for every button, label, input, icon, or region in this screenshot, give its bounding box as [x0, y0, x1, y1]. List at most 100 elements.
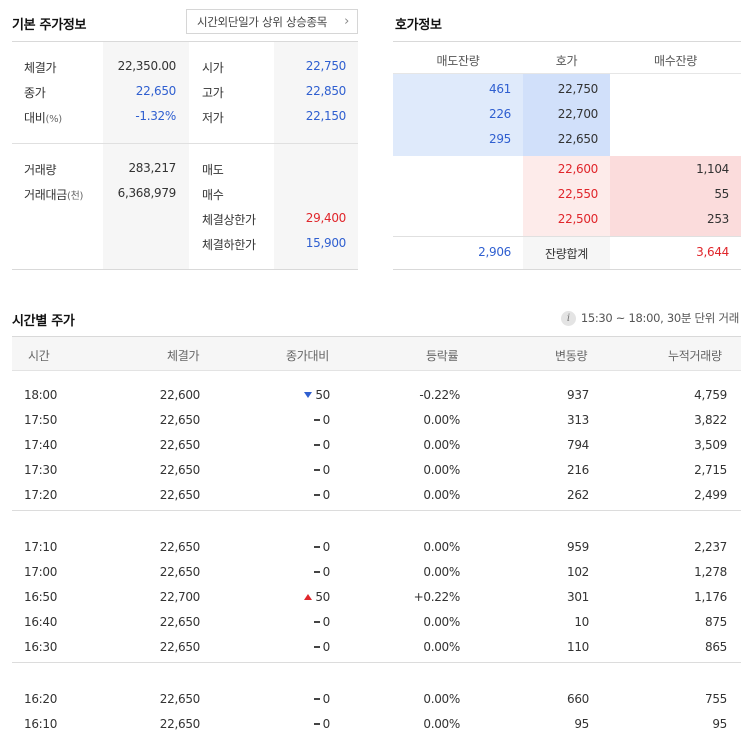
- value-lower-limit: 15,900: [305, 236, 347, 250]
- cell-price: 22,650: [159, 463, 201, 477]
- group-divider: [12, 662, 741, 663]
- cell-price: 22,700: [159, 590, 201, 604]
- time-price-title: 시간별 주가: [12, 314, 75, 329]
- cell-price: 22,650: [159, 540, 201, 554]
- ask-price-background: [523, 74, 610, 156]
- value-close: 22,650: [135, 84, 177, 98]
- header-volume: 변동량: [555, 349, 588, 363]
- triangle-up-icon: [304, 594, 313, 600]
- header-price: 체결가: [167, 349, 200, 363]
- header-bid-qty: 매수잔량: [654, 54, 697, 68]
- cell-rate: 0.00%: [423, 463, 460, 477]
- cell-rate: +0.22%: [413, 590, 461, 604]
- table-row: 17:10 22,650 0 0.00% 959 2,237: [12, 535, 741, 560]
- cell-change: 0: [313, 692, 330, 706]
- cell-price: 22,650: [159, 640, 201, 654]
- cell-change: 0: [313, 565, 330, 579]
- after-hours-top-gainers-link[interactable]: 시간외단일가 상위 상승종목 ›: [186, 9, 358, 34]
- cell-volume: 794: [566, 438, 589, 452]
- order-book-title: 호가정보: [395, 18, 442, 33]
- divider: [393, 269, 741, 270]
- cell-volume: 110: [566, 640, 589, 654]
- cell-cumulative-volume: 4,759: [694, 388, 727, 402]
- dash-icon: [313, 444, 320, 446]
- cell-change: 0: [313, 540, 330, 554]
- sum-label-background: [523, 237, 610, 269]
- dash-icon: [313, 621, 320, 623]
- table-row: 16:20 22,650 0 0.00% 660 755: [12, 687, 741, 712]
- cell-change: 0: [313, 463, 330, 477]
- basic-price-table: 체결가 22,350.00 종가 22,650 대비(%) -1.32% 거래량…: [12, 41, 358, 270]
- time-price-header: 시간 체결가 종가대비 등락률 변동량 누적거래량: [12, 336, 741, 371]
- header-price: 호가: [555, 54, 578, 68]
- label-price: 체결가: [24, 61, 57, 75]
- cell-price: 22,650: [159, 565, 201, 579]
- info-icon[interactable]: i: [560, 310, 576, 326]
- header-ask-qty: 매도잔량: [436, 54, 480, 68]
- cell-volume: 959: [566, 540, 589, 554]
- cell-rate: 0.00%: [423, 438, 460, 452]
- table-row: 17:20 22,650 0 0.00% 262 2,499: [12, 483, 741, 508]
- table-row: 16:30 22,650 0 0.00% 110 865: [12, 635, 741, 660]
- ask-qty: 226: [488, 107, 511, 121]
- cell-time: 16:30: [24, 640, 58, 654]
- cell-change: 50: [304, 388, 330, 402]
- header-rate: 등락률: [426, 349, 459, 363]
- bid-qty: 55: [714, 187, 729, 201]
- cell-cumulative-volume: 2,237: [694, 540, 727, 554]
- grey-column-right: [274, 42, 358, 269]
- table-row: 17:50 22,650 0 0.00% 313 3,822: [12, 408, 741, 433]
- label-ask: 매도: [202, 163, 224, 177]
- order-book-header: 매도잔량 호가 매수잔량: [393, 41, 741, 74]
- cell-price: 22,650: [159, 488, 201, 502]
- cell-rate: 0.00%: [423, 615, 460, 629]
- cell-cumulative-volume: 755: [704, 692, 727, 706]
- cell-rate: 0.00%: [423, 488, 460, 502]
- cell-rate: 0.00%: [423, 692, 460, 706]
- sum-label: 잔량합계: [545, 247, 588, 261]
- divider: [393, 236, 741, 237]
- table-row: 17:30 22,650 0 0.00% 216 2,715: [12, 458, 741, 483]
- header-cumulative-volume: 누적거래량: [668, 349, 722, 363]
- triangle-down-icon: [304, 392, 313, 398]
- chevron-right-icon: ›: [344, 14, 349, 29]
- cell-volume: 102: [566, 565, 589, 579]
- basic-price-info-title: 기본 주가정보: [12, 18, 87, 33]
- cell-time: 17:20: [24, 488, 58, 502]
- bid-price: 22,500: [557, 212, 599, 226]
- dash-icon: [313, 419, 320, 421]
- value-upper-limit: 29,400: [305, 211, 347, 225]
- cell-time: 17:30: [24, 463, 58, 477]
- value-trade-value: 6,368,979: [117, 186, 177, 200]
- cell-change: 0: [313, 717, 330, 731]
- bid-price: 22,600: [557, 162, 599, 176]
- label-volume: 거래량: [24, 163, 57, 177]
- cell-time: 17:00: [24, 565, 58, 579]
- bid-qty: 1,104: [696, 162, 729, 176]
- value-high: 22,850: [305, 84, 347, 98]
- cell-time: 17:40: [24, 438, 58, 452]
- cell-rate: 0.00%: [423, 565, 460, 579]
- value-change: -1.32%: [135, 109, 176, 123]
- table-row: 17:40 22,650 0 0.00% 794 3,509: [12, 433, 741, 458]
- cell-cumulative-volume: 1,176: [694, 590, 727, 604]
- bid-price-background: [523, 156, 610, 236]
- ask-qty: 295: [488, 132, 511, 146]
- table-row: 17:00 22,650 0 0.00% 102 1,278: [12, 560, 741, 585]
- ask-price: 22,750: [557, 82, 599, 96]
- table-row: 16:40 22,650 0 0.00% 10 875: [12, 610, 741, 635]
- cell-time: 18:00: [24, 388, 58, 402]
- cell-volume: 262: [566, 488, 589, 502]
- cell-price: 22,650: [159, 438, 201, 452]
- cell-rate: 0.00%: [423, 640, 460, 654]
- cell-rate: -0.22%: [419, 388, 460, 402]
- table-row: 16:50 22,700 50 +0.22% 301 1,176: [12, 585, 741, 610]
- cell-time: 16:10: [24, 717, 58, 731]
- table-row: 18:00 22,600 50 -0.22% 937 4,759: [12, 383, 741, 408]
- cell-change: 0: [313, 488, 330, 502]
- cell-rate: 0.00%: [423, 413, 460, 427]
- cell-change: 0: [313, 413, 330, 427]
- cell-rate: 0.00%: [423, 717, 460, 731]
- ask-qty-background: [393, 74, 523, 156]
- sum-bid-qty: 3,644: [696, 245, 729, 259]
